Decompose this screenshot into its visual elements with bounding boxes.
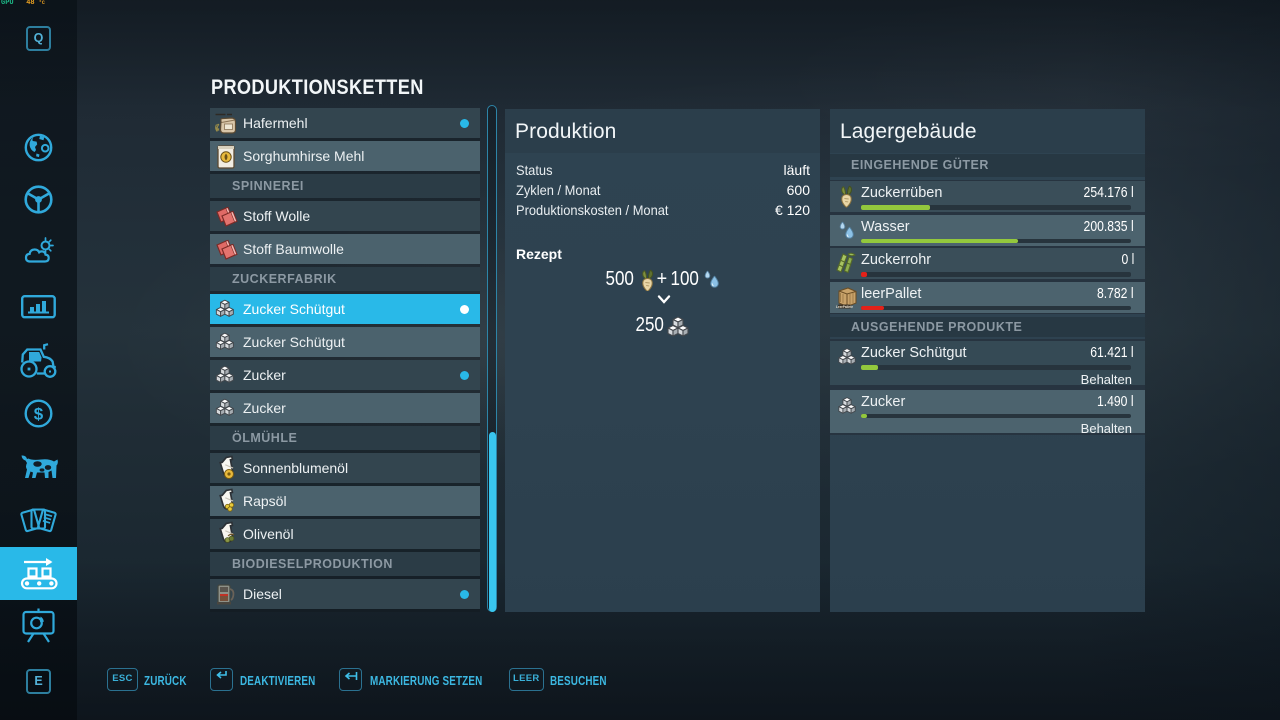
svg-text:$: $ (34, 405, 44, 424)
svg-text:LeerPallete: LeerPallete (836, 304, 853, 308)
